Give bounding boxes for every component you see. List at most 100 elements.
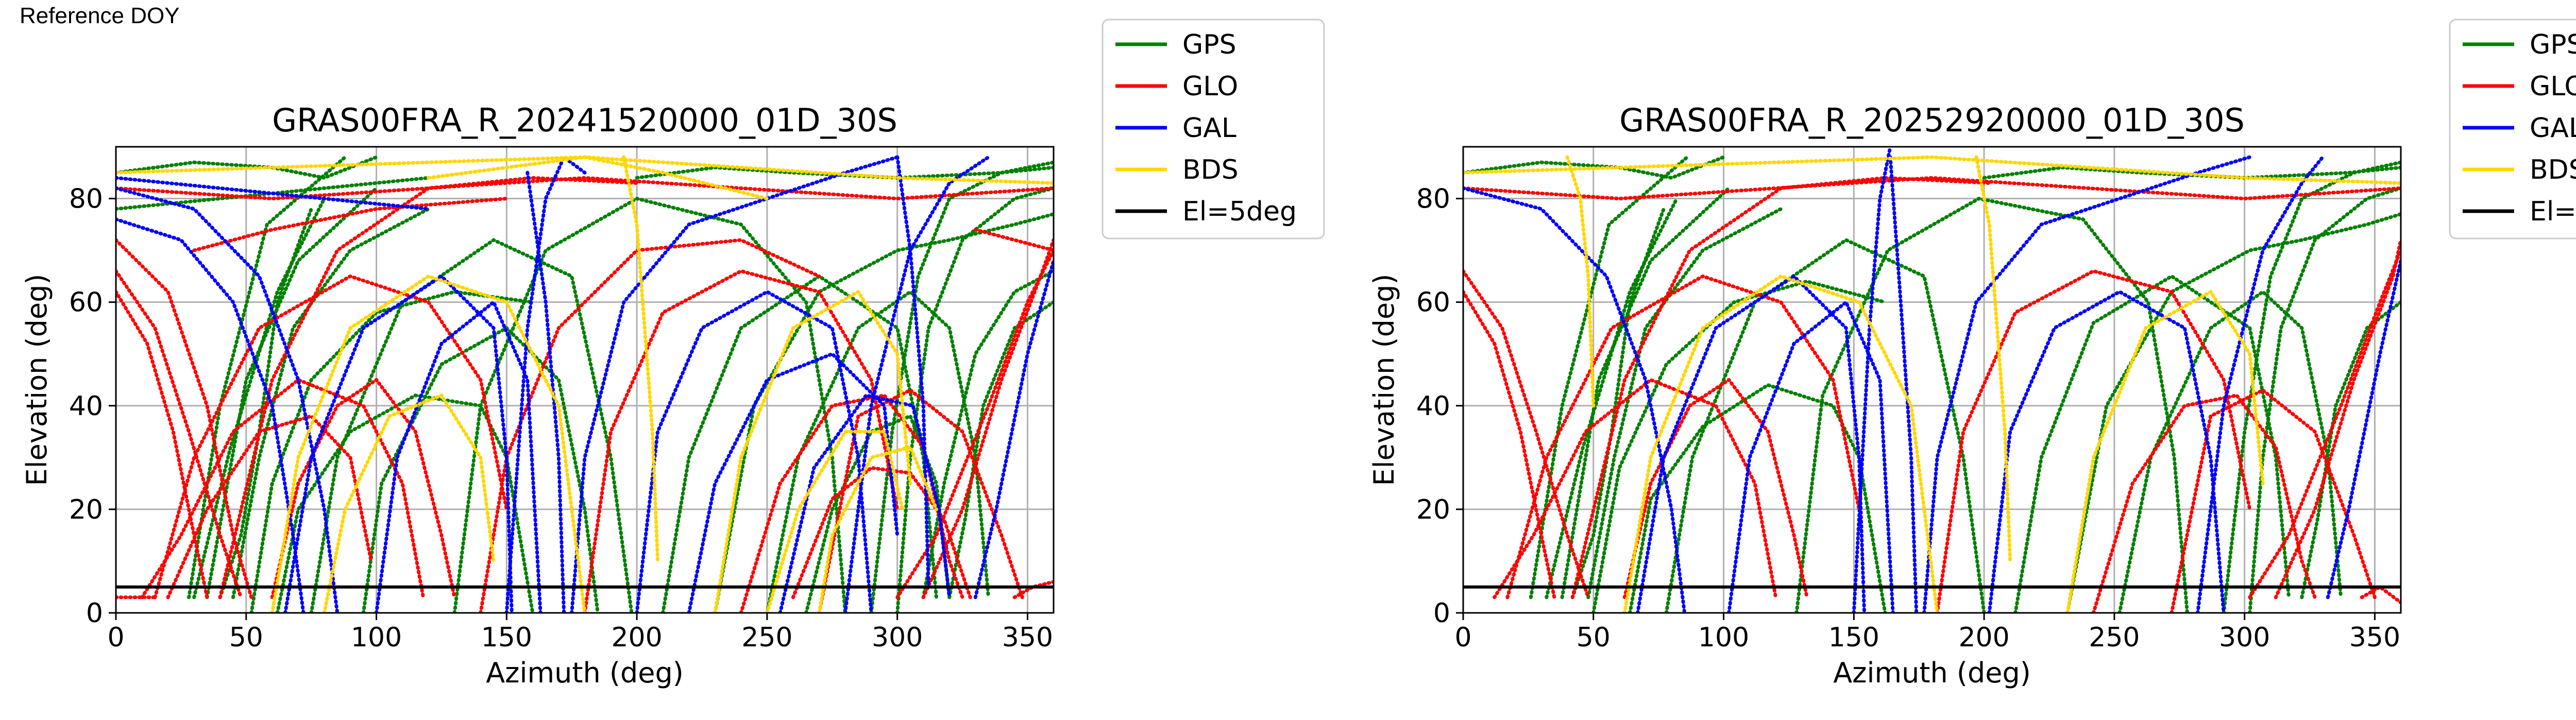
track-gps xyxy=(921,269,1054,599)
track-gps xyxy=(2065,212,2401,613)
track-bds xyxy=(1622,274,1939,613)
track-glo xyxy=(153,274,509,599)
y-axis-label: Elevation (deg) xyxy=(1368,274,1400,486)
track-glo xyxy=(1622,378,1809,599)
track-glo xyxy=(1935,269,2252,613)
track-gal xyxy=(1922,155,2252,613)
track-gal xyxy=(1852,147,1892,613)
x-tick-label: 100 xyxy=(1698,622,1749,653)
track-glo xyxy=(2360,585,2401,605)
legend-label: GPS xyxy=(1182,29,1236,60)
track-glo xyxy=(116,238,253,599)
track-bds xyxy=(2065,290,2265,613)
legend-label: GAL xyxy=(1182,113,1236,144)
track-gal xyxy=(526,170,566,613)
x-tick-label: 350 xyxy=(1002,622,1053,653)
track-gal xyxy=(2326,259,2401,599)
track-glo xyxy=(1493,378,1778,599)
track-gal xyxy=(687,352,900,613)
x-axis-label: Azimuth (deg) xyxy=(1833,657,2031,689)
plot-frame xyxy=(115,146,1055,614)
track-glo xyxy=(1463,176,2401,201)
legend-label: BDS xyxy=(1182,155,1239,185)
track-gal xyxy=(375,300,543,613)
series-bds xyxy=(1463,155,2401,613)
track-gal xyxy=(570,155,900,613)
track-glo xyxy=(116,176,1054,201)
track-glo xyxy=(1463,290,1556,599)
track-bds xyxy=(1463,155,2401,185)
track-gps xyxy=(2013,274,2291,613)
track-gps xyxy=(1545,197,1679,599)
chart-panel: 0 50 100 150 200 250 300 350 0 20 40 60 80 GRAS00FRA_… xyxy=(21,19,1325,689)
track-gal xyxy=(1987,290,2226,613)
legend-label: GPS xyxy=(2530,29,2576,60)
y-tick-label: 80 xyxy=(69,184,103,215)
track-gps xyxy=(1529,155,1689,599)
plot-frame xyxy=(1462,146,2402,614)
y-tick-label: 20 xyxy=(1416,494,1450,525)
x-tick-label: 300 xyxy=(2219,622,2270,653)
track-glo xyxy=(479,238,821,613)
y-tick-label: 60 xyxy=(69,287,103,318)
track-gal xyxy=(1888,155,1919,613)
y-tick-label: 40 xyxy=(1416,391,1450,422)
track-bds xyxy=(116,155,1054,185)
track-gps xyxy=(1591,279,1887,613)
x-tick-label: 50 xyxy=(229,622,263,653)
track-gal xyxy=(283,274,514,613)
track-glo xyxy=(116,269,243,599)
x-tick-label: 200 xyxy=(1958,622,2009,653)
track-bds xyxy=(322,393,496,613)
series-bds xyxy=(116,155,1054,613)
track-bds xyxy=(817,445,938,613)
track-bds xyxy=(713,290,912,613)
track-gps xyxy=(361,326,600,613)
track-gps xyxy=(231,207,431,599)
reference-doy-label: Reference DOY xyxy=(20,3,180,28)
track-gal xyxy=(1463,186,1687,613)
x-tick-label: 200 xyxy=(611,622,662,653)
track-glo xyxy=(973,228,1054,252)
x-tick-label: 150 xyxy=(481,622,532,653)
chart-title: GRAS00FRA_R_20252920000_01D_30S xyxy=(1619,101,2245,139)
y-tick-label: 80 xyxy=(1416,184,1450,215)
legend-label: BDS xyxy=(2530,155,2576,185)
track-gps xyxy=(452,197,848,613)
track-glo xyxy=(192,197,509,252)
x-tick-label: 0 xyxy=(1454,622,1471,653)
track-glo xyxy=(166,414,373,599)
y-tick-label: 0 xyxy=(86,598,103,629)
y-tick-label: 0 xyxy=(1433,598,1450,629)
track-gal xyxy=(1636,274,1867,613)
track-gal xyxy=(895,155,930,589)
y-tick-label: 60 xyxy=(1416,287,1450,318)
x-tick-label: 300 xyxy=(872,622,923,653)
track-gal xyxy=(1727,300,1895,613)
track-glo xyxy=(2091,393,2317,613)
x-tick-label: 150 xyxy=(1828,622,1879,653)
series-glo xyxy=(116,176,1054,613)
series-glo xyxy=(1463,176,2401,613)
track-gal xyxy=(116,176,431,211)
x-axis-label: Azimuth (deg) xyxy=(486,657,684,689)
track-gal xyxy=(116,186,340,613)
y-tick-label: 40 xyxy=(69,391,103,422)
legend-label: El=5deg xyxy=(1182,196,1297,227)
track-glo xyxy=(1463,269,1590,599)
legend-label: GAL xyxy=(2530,113,2576,144)
track-glo xyxy=(583,269,900,613)
track-glo xyxy=(817,388,1024,613)
chart-panel: 0 50 100 150 200 250 300 350 0 20 40 60 80 GRAS00FRA_… xyxy=(1368,19,2576,689)
legend-label: GLO xyxy=(1182,71,1238,102)
x-tick-label: 250 xyxy=(2089,622,2140,653)
x-tick-label: 350 xyxy=(2349,622,2400,653)
track-glo xyxy=(921,238,1054,599)
track-glo xyxy=(1505,274,1861,599)
series-gps xyxy=(116,155,1054,613)
track-gps xyxy=(947,300,1054,599)
track-bds xyxy=(765,430,905,613)
track-glo xyxy=(116,290,209,599)
x-tick-label: 100 xyxy=(351,622,402,653)
